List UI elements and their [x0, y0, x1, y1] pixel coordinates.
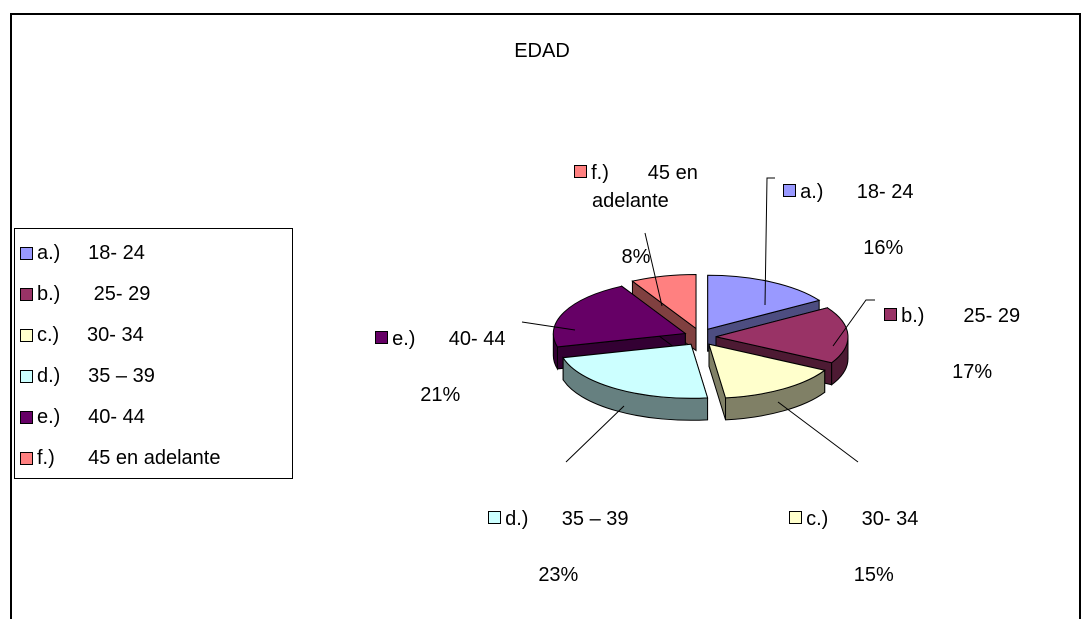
data-label-swatch — [574, 165, 588, 178]
data-label-pct: 16% — [863, 237, 904, 259]
leader-line-d — [565, 405, 625, 463]
leader-line-c — [777, 401, 859, 463]
data-label-name: d.) 35 – 39 — [505, 508, 629, 530]
pie-slice-b — [715, 307, 849, 364]
leader-line-b — [832, 299, 875, 347]
leader-line-f — [644, 232, 663, 307]
data-label-swatch — [884, 308, 898, 321]
data-label-c: c.) 30- 34 15% — [778, 477, 918, 589]
data-label-swatch — [789, 511, 803, 524]
pie-slice-a — [707, 274, 821, 330]
legend-label: d.) 35 – 39 — [37, 365, 155, 387]
data-label-d: d.) 35 – 39 23% — [477, 477, 629, 589]
pie-slice-e — [552, 285, 687, 348]
data-label-swatch — [375, 331, 389, 344]
legend-item: c.) 30- 34 — [15, 315, 292, 356]
legend-item: f.) 45 en adelante — [15, 438, 292, 479]
data-label-pct: 17% — [952, 361, 993, 383]
pie-slice-d — [562, 343, 709, 399]
legend-item: d.) 35 – 39 — [15, 356, 292, 397]
data-label-name: c.) 30- 34 — [806, 508, 919, 530]
data-label-a: a.) 18- 24 16% — [772, 150, 914, 262]
data-label-b: b.) 25- 29 17% — [873, 274, 1020, 386]
legend-label: f.) 45 en adelante — [37, 447, 221, 469]
legend-item: b.) 25- 29 — [15, 274, 292, 315]
legend-label: a.) 18- 24 — [37, 242, 145, 264]
leader-line-e — [521, 321, 576, 331]
data-label-swatch — [488, 511, 502, 524]
legend-label: e.) 40- 44 — [37, 406, 145, 428]
legend-swatch-d — [20, 370, 33, 383]
legend-swatch-c — [20, 329, 33, 342]
legend-swatch-e — [20, 411, 33, 424]
pie-slice-c — [708, 343, 826, 399]
legend-item: a.) 18- 24 — [15, 233, 292, 274]
data-label-name: f.) 45 en adelante — [591, 162, 698, 212]
data-label-name: a.) 18- 24 — [800, 181, 914, 203]
chart-title: EDAD — [514, 40, 570, 62]
data-label-swatch — [783, 184, 797, 197]
data-label-pct: 21% — [420, 384, 461, 406]
leader-line-a — [764, 177, 775, 306]
data-label-name: e.) 40- 44 — [392, 328, 506, 350]
data-label-pct: 23% — [538, 564, 579, 586]
data-label-name: b.) 25- 29 — [901, 305, 1021, 327]
pie-slice-f — [631, 273, 697, 330]
data-label-pct: 8% — [621, 246, 651, 268]
legend-item: e.) 40- 44 — [15, 397, 292, 438]
data-label-pct: 15% — [853, 564, 894, 586]
chart-legend: a.) 18- 24 b.) 25- 29 c.) 30- 34 d.) 35 … — [14, 228, 293, 479]
legend-label: c.) 30- 34 — [37, 324, 144, 346]
data-label-e: e.) 40- 44 21% — [364, 297, 506, 409]
data-label-f: f.) 45 en adelante 8% — [563, 131, 698, 271]
legend-label: b.) 25- 29 — [37, 283, 151, 305]
legend-swatch-b — [20, 288, 33, 301]
legend-swatch-a — [20, 247, 33, 260]
legend-swatch-f — [20, 452, 33, 465]
